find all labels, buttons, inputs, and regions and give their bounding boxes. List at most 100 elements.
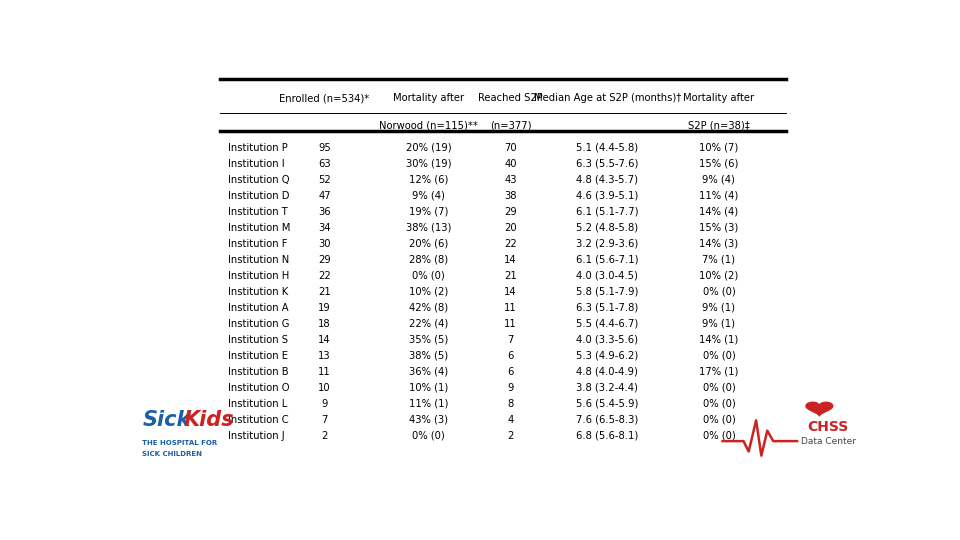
Text: 0% (0): 0% (0) xyxy=(703,415,735,425)
Polygon shape xyxy=(806,402,832,416)
Text: 38% (5): 38% (5) xyxy=(409,351,448,361)
Text: (n=377): (n=377) xyxy=(490,120,531,130)
Text: Institution K: Institution K xyxy=(228,287,288,296)
Text: Institution A: Institution A xyxy=(228,303,289,313)
Text: 42% (8): 42% (8) xyxy=(409,303,448,313)
Text: 6: 6 xyxy=(508,351,514,361)
Text: 4: 4 xyxy=(508,415,514,425)
Text: 6.8 (5.6-8.1): 6.8 (5.6-8.1) xyxy=(576,431,638,441)
Text: THE HOSPITAL FOR: THE HOSPITAL FOR xyxy=(142,440,218,446)
Text: 63: 63 xyxy=(319,159,331,168)
Text: Institution N: Institution N xyxy=(228,255,289,265)
Text: Data Center: Data Center xyxy=(801,437,855,445)
Text: 5.2 (4.8-5.8): 5.2 (4.8-5.8) xyxy=(576,222,638,233)
Text: Norwood (n=115)**: Norwood (n=115)** xyxy=(379,120,478,130)
Text: Institution C: Institution C xyxy=(228,415,289,425)
Text: 5.1 (4.4-5.8): 5.1 (4.4-5.8) xyxy=(576,143,638,153)
Text: 11% (4): 11% (4) xyxy=(699,191,738,201)
Text: 9: 9 xyxy=(322,399,327,409)
Text: 21: 21 xyxy=(504,271,517,281)
Text: S2P (n=38)‡: S2P (n=38)‡ xyxy=(688,120,750,130)
Text: Institution D: Institution D xyxy=(228,191,289,201)
Text: 19% (7): 19% (7) xyxy=(409,207,448,217)
Text: 22: 22 xyxy=(318,271,331,281)
Text: 20: 20 xyxy=(504,222,516,233)
Text: 11% (1): 11% (1) xyxy=(409,399,448,409)
Text: 0% (0): 0% (0) xyxy=(703,431,735,441)
Text: 70: 70 xyxy=(504,143,516,153)
Text: Institution T: Institution T xyxy=(228,207,288,217)
Text: 7: 7 xyxy=(322,415,327,425)
Text: 0% (0): 0% (0) xyxy=(703,399,735,409)
Text: 4.0 (3.0-4.5): 4.0 (3.0-4.5) xyxy=(576,271,638,281)
Text: 14% (3): 14% (3) xyxy=(699,239,738,249)
Text: Sick: Sick xyxy=(142,410,191,430)
Text: 10% (7): 10% (7) xyxy=(699,143,738,153)
Text: 15% (6): 15% (6) xyxy=(699,159,738,168)
Text: 5.5 (4.4-6.7): 5.5 (4.4-6.7) xyxy=(576,319,638,329)
Text: 4.6 (3.9-5.1): 4.6 (3.9-5.1) xyxy=(576,191,638,201)
Text: 43: 43 xyxy=(504,174,516,185)
Text: 6: 6 xyxy=(508,367,514,377)
Text: CHSS: CHSS xyxy=(807,420,849,434)
Text: 17% (1): 17% (1) xyxy=(699,367,738,377)
Text: 14: 14 xyxy=(504,287,516,296)
Text: Institution P: Institution P xyxy=(228,143,288,153)
Text: 10% (2): 10% (2) xyxy=(409,287,448,296)
Text: Institution M: Institution M xyxy=(228,222,290,233)
Text: Institution H: Institution H xyxy=(228,271,289,281)
Text: 35% (5): 35% (5) xyxy=(409,335,448,345)
Text: 11: 11 xyxy=(504,319,517,329)
Text: 22% (4): 22% (4) xyxy=(409,319,448,329)
Text: 4.8 (4.3-5.7): 4.8 (4.3-5.7) xyxy=(576,174,638,185)
Text: 4.8 (4.0-4.9): 4.8 (4.0-4.9) xyxy=(576,367,638,377)
Text: Institution I: Institution I xyxy=(228,159,284,168)
Text: 3.2 (2.9-3.6): 3.2 (2.9-3.6) xyxy=(576,239,638,249)
Text: 20% (6): 20% (6) xyxy=(409,239,448,249)
Text: Mortality after: Mortality after xyxy=(394,93,465,103)
Text: 40: 40 xyxy=(504,159,516,168)
Text: 0% (0): 0% (0) xyxy=(413,431,445,441)
Text: 9% (1): 9% (1) xyxy=(703,319,735,329)
Text: Reached S2P: Reached S2P xyxy=(478,93,543,103)
Text: 0% (0): 0% (0) xyxy=(703,287,735,296)
Text: 6.3 (5.5-7.6): 6.3 (5.5-7.6) xyxy=(576,159,638,168)
Text: Institution G: Institution G xyxy=(228,319,289,329)
Text: 2: 2 xyxy=(322,431,327,441)
Text: Institution B: Institution B xyxy=(228,367,289,377)
Text: Institution L: Institution L xyxy=(228,399,287,409)
Text: 14% (1): 14% (1) xyxy=(699,335,738,345)
Text: 29: 29 xyxy=(318,255,331,265)
Text: 36: 36 xyxy=(319,207,331,217)
Text: 14% (4): 14% (4) xyxy=(699,207,738,217)
Text: Institution E: Institution E xyxy=(228,351,288,361)
Text: 95: 95 xyxy=(318,143,331,153)
Text: 38% (13): 38% (13) xyxy=(406,222,451,233)
Text: 21: 21 xyxy=(318,287,331,296)
Text: 3.8 (3.2-4.4): 3.8 (3.2-4.4) xyxy=(576,383,638,393)
Text: 5.3 (4.9-6.2): 5.3 (4.9-6.2) xyxy=(576,351,638,361)
Text: 9% (4): 9% (4) xyxy=(703,174,735,185)
Text: 14: 14 xyxy=(319,335,331,345)
Text: 52: 52 xyxy=(318,174,331,185)
Text: 7: 7 xyxy=(508,335,514,345)
Text: 7% (1): 7% (1) xyxy=(703,255,735,265)
Text: 18: 18 xyxy=(319,319,331,329)
Text: 10% (1): 10% (1) xyxy=(409,383,448,393)
Text: Kids: Kids xyxy=(183,410,234,430)
Text: 13: 13 xyxy=(319,351,331,361)
Text: Institution S: Institution S xyxy=(228,335,288,345)
Text: 8: 8 xyxy=(508,399,514,409)
Text: 11: 11 xyxy=(504,303,517,313)
Text: 9% (4): 9% (4) xyxy=(413,191,445,201)
Text: 19: 19 xyxy=(318,303,331,313)
Text: 34: 34 xyxy=(319,222,331,233)
Text: 5.8 (5.1-7.9): 5.8 (5.1-7.9) xyxy=(576,287,638,296)
Text: 14: 14 xyxy=(504,255,516,265)
Text: 12% (6): 12% (6) xyxy=(409,174,448,185)
Text: 30: 30 xyxy=(319,239,331,249)
Text: 0% (0): 0% (0) xyxy=(413,271,445,281)
Text: 0% (0): 0% (0) xyxy=(703,383,735,393)
Text: 43% (3): 43% (3) xyxy=(409,415,448,425)
Text: 10% (2): 10% (2) xyxy=(699,271,738,281)
